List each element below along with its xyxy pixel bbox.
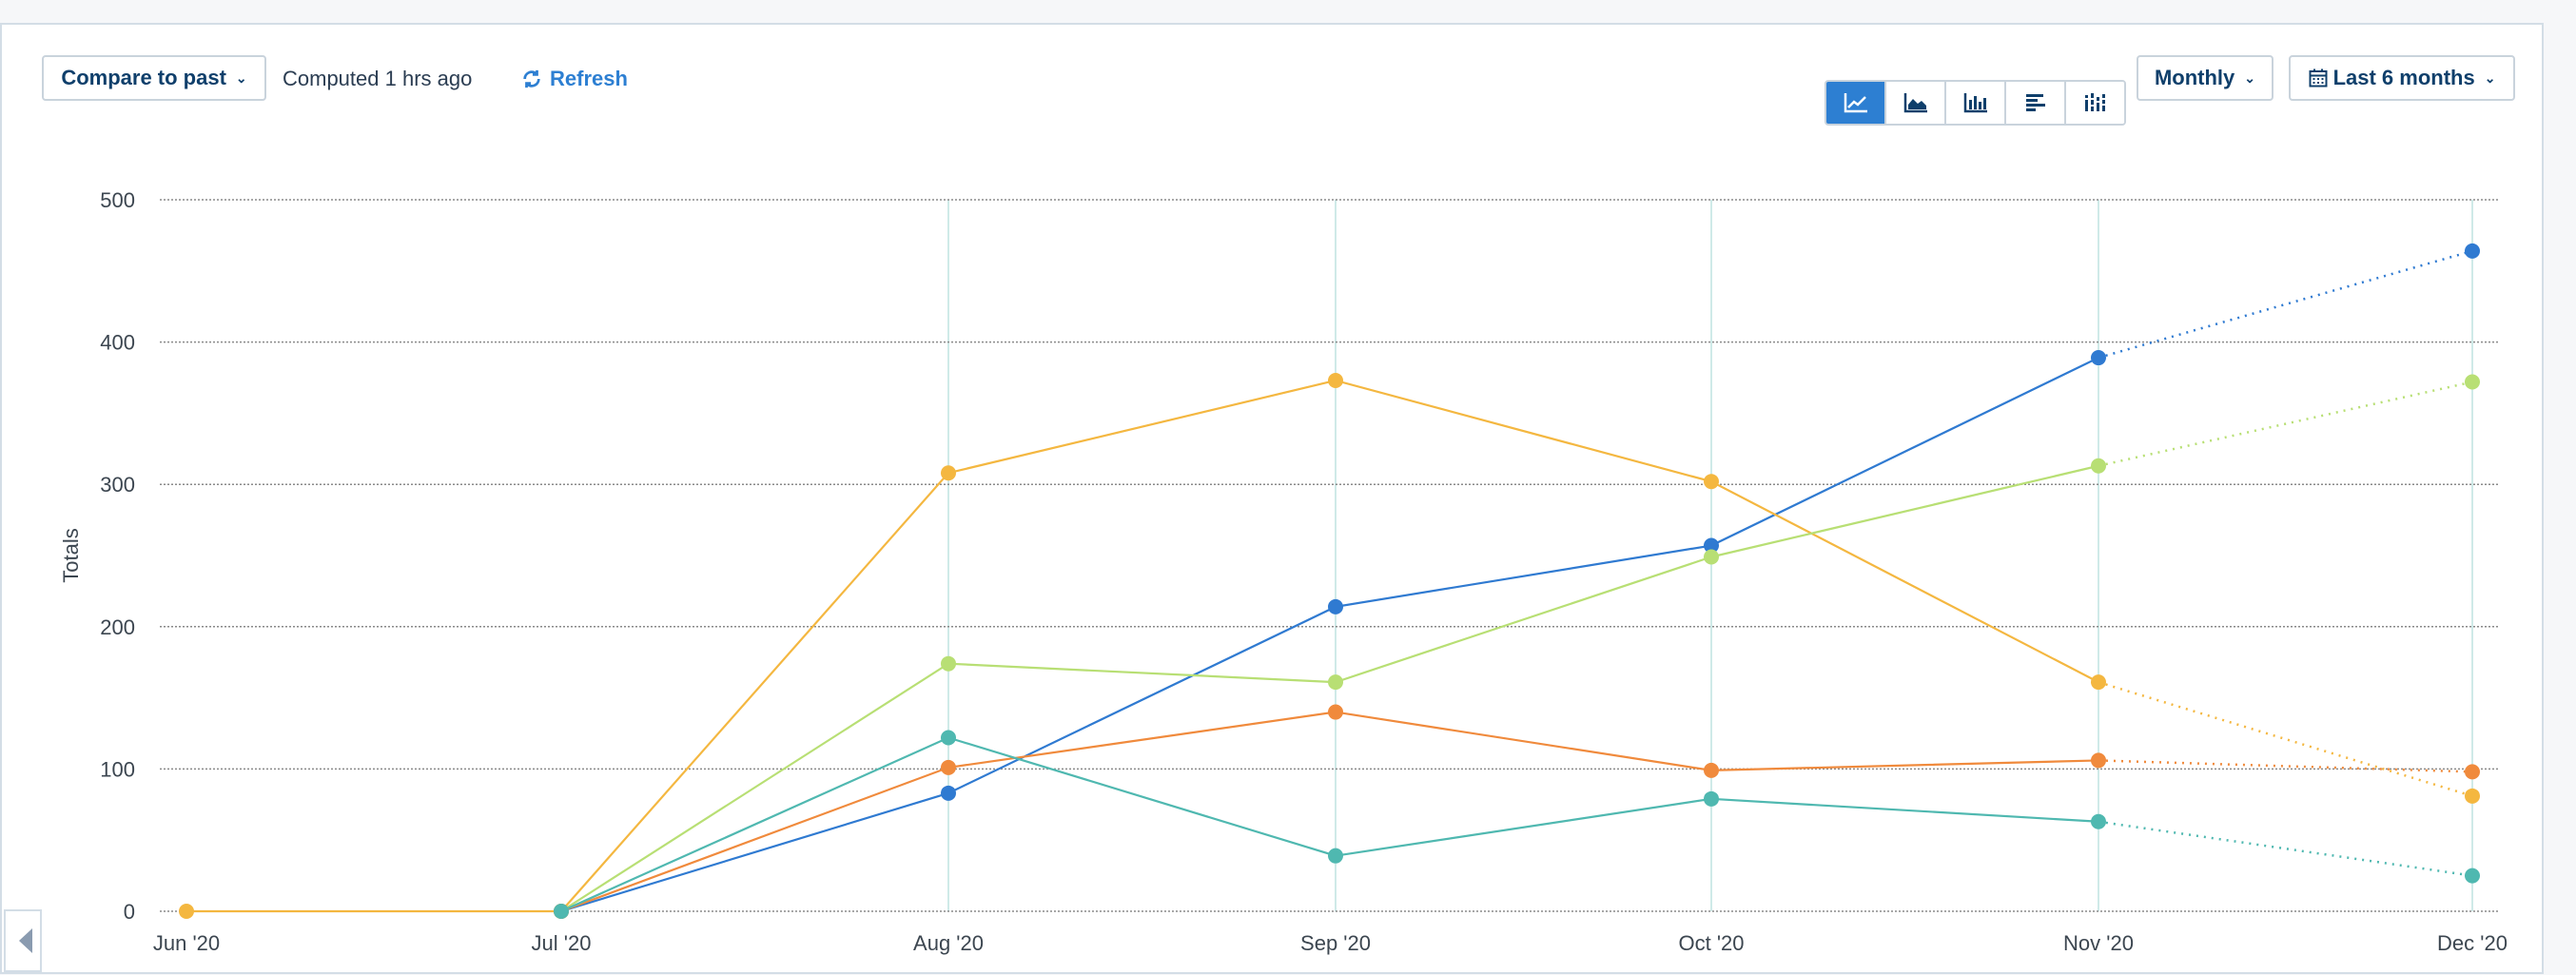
data-point — [1328, 674, 1343, 691]
data-point — [2465, 764, 2480, 780]
data-point — [1328, 848, 1343, 864]
data-point — [1704, 537, 1719, 554]
compare-to-past-dropdown[interactable]: Compare to past ⌄ — [42, 55, 266, 101]
refresh-button[interactable]: Refresh — [521, 67, 628, 91]
horizontal-bar-icon — [2025, 94, 2045, 111]
data-point — [2091, 458, 2106, 474]
bar-chart-button[interactable] — [1946, 82, 2006, 124]
x-tick-label: Dec '20 — [2437, 931, 2508, 955]
series-line — [560, 357, 2099, 913]
data-point — [2465, 868, 2480, 884]
x-tick-label: Sep '20 — [1300, 931, 1371, 955]
data-point — [2091, 752, 2106, 769]
data-point — [1704, 790, 1719, 807]
data-point — [1328, 704, 1343, 720]
y-tick-label: 300 — [100, 473, 135, 497]
y-tick-label: 200 — [100, 615, 135, 639]
horizontal-bar-chart-button[interactable] — [2006, 82, 2066, 124]
series-projection-line — [2098, 380, 2473, 467]
series-projection-line — [2098, 759, 2473, 773]
data-point — [1328, 598, 1343, 614]
data-point — [554, 904, 569, 919]
data-point — [941, 465, 956, 481]
series-line — [560, 711, 2099, 913]
data-point — [179, 904, 194, 919]
x-tick-label: Jun '20 — [153, 931, 220, 955]
area-chart-button[interactable] — [1886, 82, 1946, 124]
x-tick-label: Jul '20 — [532, 931, 592, 955]
date-range-dropdown[interactable]: Last 6 months ⌄ — [2289, 55, 2515, 101]
data-point — [1704, 762, 1719, 778]
data-point — [2465, 243, 2480, 259]
stacked-bar-chart-button[interactable] — [2066, 82, 2124, 124]
chevron-down-icon: ⌄ — [2484, 69, 2496, 86]
x-tick-label: Nov '20 — [2063, 931, 2134, 955]
data-point — [941, 730, 956, 746]
collapse-panel-button[interactable] — [4, 909, 42, 972]
date-range-label: Last 6 months — [2332, 66, 2475, 89]
y-tick-label: 0 — [124, 900, 135, 924]
interval-label: Monthly — [2154, 66, 2235, 89]
line-chart-icon — [1844, 93, 1867, 113]
data-point — [1704, 549, 1719, 565]
series-projection-line — [2098, 680, 2473, 798]
data-point — [2091, 813, 2106, 829]
series-line — [186, 379, 2099, 913]
caret-left-icon — [19, 928, 32, 953]
computed-status: Computed 1 hrs ago — [283, 67, 473, 90]
chevron-down-icon: ⌄ — [2244, 69, 2256, 86]
area-chart-icon — [1903, 93, 1927, 113]
data-point — [1328, 372, 1343, 388]
refresh-label: Refresh — [550, 67, 628, 90]
data-point — [2465, 788, 2480, 804]
series-projection-line — [2098, 820, 2473, 877]
y-tick-label: 500 — [100, 188, 135, 212]
series-line — [560, 464, 2099, 912]
data-point — [2091, 350, 2106, 366]
y-tick-label: 400 — [100, 331, 135, 355]
calendar-icon — [2309, 68, 2328, 88]
data-point — [1704, 474, 1719, 490]
stacked-bar-icon — [2084, 93, 2105, 111]
data-point — [941, 785, 956, 801]
data-point — [2465, 374, 2480, 390]
data-point — [2091, 674, 2106, 691]
data-point — [941, 655, 956, 672]
chevron-down-icon: ⌄ — [235, 69, 247, 86]
chart-card: Compare to past ⌄ Computed 1 hrs ago Ref… — [0, 23, 2544, 974]
y-axis-label: Totals — [59, 528, 83, 582]
x-tick-label: Aug '20 — [913, 931, 984, 955]
compare-to-past-label: Compare to past — [61, 66, 226, 89]
refresh-icon — [523, 69, 540, 88]
chart-type-switcher — [1825, 80, 2126, 126]
y-tick-label: 100 — [100, 757, 135, 781]
line-chart-button[interactable] — [1826, 82, 1886, 124]
x-tick-label: Oct '20 — [1678, 931, 1744, 955]
bar-chart-icon — [1963, 93, 1987, 113]
data-point — [941, 759, 956, 775]
interval-dropdown[interactable]: Monthly ⌄ — [2137, 55, 2274, 101]
